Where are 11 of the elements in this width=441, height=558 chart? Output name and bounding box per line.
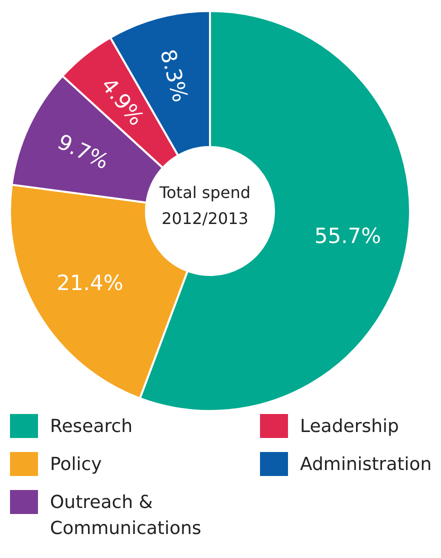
legend-label: Research: [50, 415, 133, 439]
data-label: 21.4%: [56, 271, 124, 296]
legend-label: Policy: [50, 453, 102, 477]
data-label: 8.3%: [155, 46, 192, 105]
legend-label: Leadership: [300, 415, 399, 439]
text: 2012/2013: [162, 209, 248, 228]
data-label: 9.7%: [54, 130, 112, 174]
legend-label: Outreach & Communications: [50, 491, 202, 541]
legend-label: Administration: [300, 453, 432, 477]
text: Total spend: [158, 183, 251, 202]
data-label: 55.7%: [314, 224, 382, 248]
